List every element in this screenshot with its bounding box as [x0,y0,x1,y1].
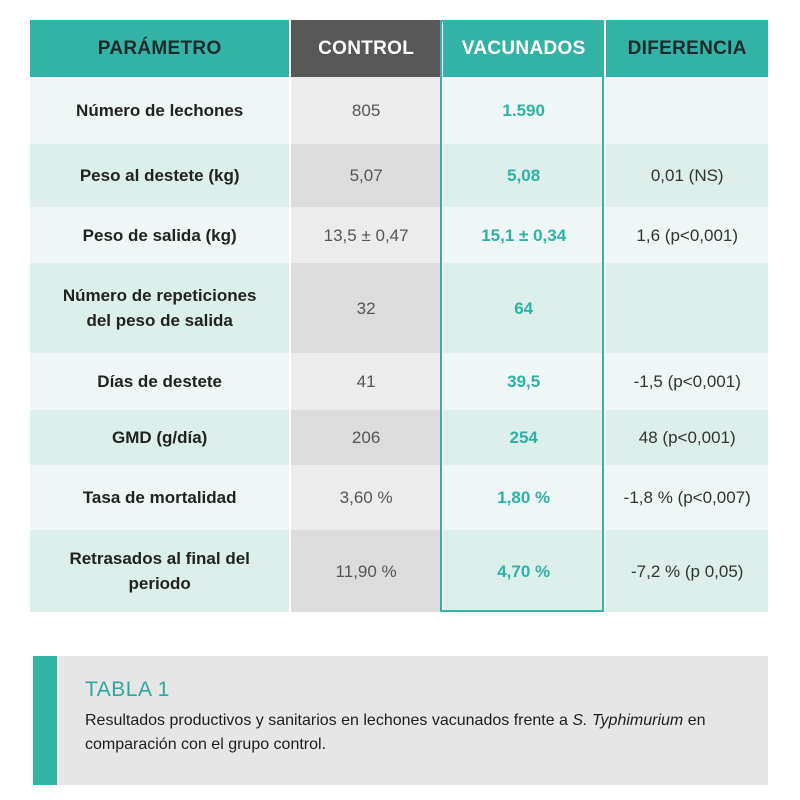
param-cell: GMD (g/día) [30,410,290,465]
control-cell: 3,60 % [291,465,441,530]
param-line-2: periodo [128,574,191,593]
table-row: Número de repeticiones del peso de salid… [30,263,768,353]
header-diferencia: DIFERENCIA [606,20,768,77]
diferencia-cell: -1,8 % (p<0,007) [606,465,768,530]
header-vacunados: VACUNADOS [442,20,605,77]
table-row: Peso de salida (kg) 13,5 ± 0,47 15,1 ± 0… [30,207,768,263]
vacunados-cell: 1.590 [442,77,605,144]
diferencia-cell [606,77,768,144]
table-row: Días de destete 41 39,5 -1,5 (p<0,001) [30,353,768,410]
vacunados-cell: 254 [442,410,605,465]
vacunados-cell: 5,08 [442,144,605,207]
caption-title: TABLA 1 [85,678,170,701]
table-header-row: PARÁMETRO CONTROL VACUNADOS DIFERENCIA [30,20,768,77]
param-cell: Tasa de mortalidad [30,465,290,530]
table-caption: TABLA 1 Resultados productivos y sanitar… [33,656,768,785]
table-row: GMD (g/día) 206 254 48 (p<0,001) [30,410,768,465]
diferencia-cell: 1,6 (p<0,001) [606,207,768,263]
param-cell: Retrasados al final del periodo [30,530,290,612]
results-table: PARÁMETRO CONTROL VACUNADOS DIFERENCIA N… [30,20,768,612]
table-row: Peso al destete (kg) 5,07 5,08 0,01 (NS) [30,144,768,207]
caption-text-start: Resultados productivos y sanitarios en l… [85,712,573,729]
header-parametro: PARÁMETRO [30,20,290,77]
control-cell: 805 [291,77,441,144]
param-cell: Peso al destete (kg) [30,144,290,207]
caption-accent-bar [33,656,57,785]
param-cell: Número de lechones [30,77,290,144]
header-control: CONTROL [291,20,441,77]
control-cell: 32 [291,263,441,353]
vacunados-cell: 1,80 % [442,465,605,530]
diferencia-cell [606,263,768,353]
param-cell: Peso de salida (kg) [30,207,290,263]
control-cell: 206 [291,410,441,465]
param-line-1: Número de repeticiones [62,286,257,305]
diferencia-cell: -1,5 (p<0,001) [606,353,768,410]
table-row: Retrasados al final del periodo 11,90 % … [30,530,768,612]
diferencia-cell: -7,2 % (p 0,05) [606,530,768,612]
control-cell: 11,90 % [291,530,441,612]
param-cell: Número de repeticiones del peso de salid… [30,263,290,353]
caption-species-name: S. Typhimurium [572,712,684,729]
vacunados-cell: 39,5 [442,353,605,410]
vacunados-cell: 15,1 ± 0,34 [442,207,605,263]
param-line-1: Retrasados al final del [69,549,250,568]
diferencia-cell: 48 (p<0,001) [606,410,768,465]
param-line-2: del peso de salida [86,311,233,330]
caption-text-end: en comparación con el grupo control. [85,712,706,753]
diferencia-cell: 0,01 (NS) [606,144,768,207]
control-cell: 41 [291,353,441,410]
control-cell: 13,5 ± 0,47 [291,207,441,263]
param-cell: Días de destete [30,353,290,410]
caption-text: Resultados productivos y sanitarios en l… [85,709,755,757]
control-cell: 5,07 [291,144,441,207]
vacunados-cell: 64 [442,263,605,353]
table-row: Tasa de mortalidad 3,60 % 1,80 % -1,8 % … [30,465,768,530]
table-row: Número de lechones 805 1.590 [30,77,768,144]
vacunados-cell: 4,70 % [442,530,605,612]
